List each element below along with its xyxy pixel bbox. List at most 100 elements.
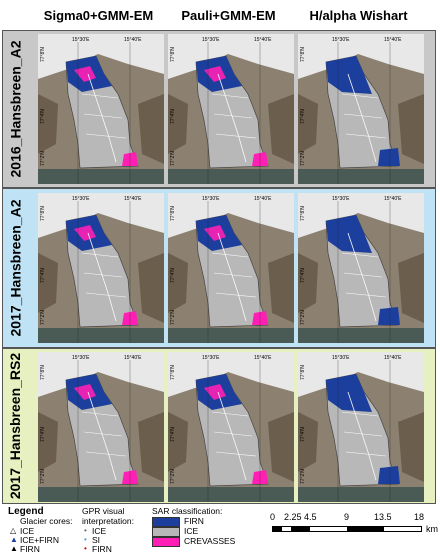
glacier-firn-zone xyxy=(326,215,372,253)
gpr-track-cross xyxy=(211,252,257,298)
crevasse-zone-upper xyxy=(204,384,226,400)
rock-east xyxy=(398,412,424,482)
lat-label-top: 77°8'N xyxy=(300,206,306,221)
gpr-firn-label: FIRN xyxy=(92,544,112,554)
gpr-ice-label: ICE xyxy=(92,526,107,536)
lat-label-bottom: 77°2'N xyxy=(300,469,306,484)
lat-label-top: 77°8'N xyxy=(170,206,176,221)
glacier-firn-zone xyxy=(326,56,372,94)
rock-west xyxy=(168,253,188,313)
firn-zone-terminus xyxy=(378,466,400,484)
rock-west xyxy=(298,412,318,472)
scale-tick-3: 9 xyxy=(344,512,350,522)
gpr-track-cross xyxy=(81,93,127,139)
fjord-water xyxy=(38,487,164,502)
lat-label-top: 77°8'N xyxy=(170,47,176,62)
lat-label-top: 77°8'N xyxy=(40,206,46,221)
row-label-2017-rs2: 2017_Hansbreen_RS2 xyxy=(7,352,23,500)
lat-label-mid: 77°4'N xyxy=(170,427,176,442)
gpr-track-main xyxy=(87,232,117,322)
crevasse-zone-upper xyxy=(204,225,226,241)
crevasse-zone-upper xyxy=(74,384,96,400)
row-label-2016-a2: 2016_Hansbreen_A2 xyxy=(7,40,24,178)
gpr-track-cross xyxy=(211,411,257,457)
lon-label-left: 15°30'E xyxy=(332,37,350,43)
gpr-firn-icon: • xyxy=(84,544,87,553)
crevasse-zone-upper xyxy=(204,66,226,82)
rock-west xyxy=(38,412,58,472)
gpr-si-label: SI xyxy=(92,535,101,545)
gpr-track-main xyxy=(347,232,377,322)
map-panel-2017-a2-halpha: 15°30'E 15°40'E 77°8'N 77°4'N 77°2'N xyxy=(298,193,424,343)
rock-east xyxy=(268,412,294,482)
fjord-water xyxy=(38,169,164,184)
core-ice-firn-icon: ▲ xyxy=(10,535,18,544)
crevasse-zone-upper xyxy=(74,225,96,241)
scale-unit: km xyxy=(426,524,438,534)
scale-bar-graphic xyxy=(272,526,422,532)
lon-label-left: 15°30'E xyxy=(72,355,90,361)
lat-label-mid: 77°4'N xyxy=(40,109,46,124)
gpr-track-main xyxy=(217,391,247,481)
gpr-track-cross xyxy=(341,93,387,139)
gpr-track-main xyxy=(87,391,117,481)
legend: Legend Glacier cores: △ ICE ▲ ICE+FIRN ▲… xyxy=(2,506,438,554)
lat-label-top: 77°8'N xyxy=(300,365,306,380)
column-header-pauli: Pauli+GMM-EM xyxy=(181,8,276,23)
sar-title: SAR classification: xyxy=(152,506,223,516)
rock-west xyxy=(168,94,188,154)
gpr-track-main xyxy=(217,73,247,163)
sar-crevasses-swatch xyxy=(152,537,180,547)
lat-label-bottom: 77°2'N xyxy=(40,469,46,484)
rock-east xyxy=(138,253,164,323)
lat-label-mid: 77°4'N xyxy=(170,109,176,124)
lat-label-mid: 77°4'N xyxy=(40,427,46,442)
lon-label-right: 15°40'E xyxy=(384,196,402,202)
map-panel-2017-a2-pauli: 15°30'E 15°40'E 77°8'N 77°4'N 77°2'N xyxy=(168,193,294,343)
lon-label-left: 15°30'E xyxy=(332,196,350,202)
gpr-track-main xyxy=(347,391,377,481)
fjord-water xyxy=(168,169,294,184)
lat-label-bottom: 77°2'N xyxy=(300,310,306,325)
lat-label-top: 77°8'N xyxy=(300,47,306,62)
lon-label-right: 15°40'E xyxy=(254,355,272,361)
lon-label-right: 15°40'E xyxy=(124,196,142,202)
core-ice-icon: △ xyxy=(10,526,17,535)
rock-west xyxy=(298,94,318,154)
gpr-ice-icon: • xyxy=(84,526,87,535)
firn-zone-terminus xyxy=(378,148,400,166)
lon-label-right: 15°40'E xyxy=(384,37,402,43)
core-firn-label: FIRN xyxy=(20,544,40,554)
gpr-track-main xyxy=(217,232,247,322)
lon-label-right: 15°40'E xyxy=(124,37,142,43)
lat-label-bottom: 77°2'N xyxy=(40,151,46,166)
crevasse-zone-upper xyxy=(74,66,96,82)
row-label-2017-a2: 2017_Hansbreen_A2 xyxy=(7,199,24,337)
map-panel-2017-rs2-sigma0: 15°30'E 15°40'E 77°8'N 77°4'N 77°2'N xyxy=(38,352,164,502)
rock-east xyxy=(398,94,424,164)
lat-label-top: 77°8'N xyxy=(170,365,176,380)
lon-label-right: 15°40'E xyxy=(254,37,272,43)
rock-west xyxy=(38,94,58,154)
sar-ice-label: ICE xyxy=(184,526,199,536)
lat-label-mid: 77°4'N xyxy=(40,268,46,283)
scale-bar: 0 2.25 4.5 9 13.5 18 km xyxy=(268,512,438,548)
gpr-track-cross xyxy=(81,411,127,457)
lat-label-bottom: 77°2'N xyxy=(300,151,306,166)
column-header-sigma0: Sigma0+GMM-EM xyxy=(43,8,154,23)
legend-title: Legend xyxy=(8,506,44,517)
map-panel-2016-a2-halpha: 15°30'E 15°40'E 77°8'N 77°4'N 77°2'N xyxy=(298,34,424,184)
fjord-water xyxy=(168,487,294,502)
rock-east xyxy=(398,253,424,323)
scale-tick-4: 13.5 xyxy=(374,512,392,522)
map-panel-2017-a2-sigma0: 15°30'E 15°40'E 77°8'N 77°4'N 77°2'N xyxy=(38,193,164,343)
map-panel-2016-a2-sigma0: 15°30'E 15°40'E 77°8'N 77°4'N 77°2'N xyxy=(38,34,164,184)
map-panel-2017-rs2-halpha: 15°30'E 15°40'E 77°8'N 77°4'N 77°2'N xyxy=(298,352,424,502)
lon-label-left: 15°30'E xyxy=(202,355,220,361)
map-panel-2016-a2-pauli: 15°30'E 15°40'E 77°8'N 77°4'N 77°2'N xyxy=(168,34,294,184)
firn-zone-terminus xyxy=(378,307,400,325)
glacier-cores-title: Glacier cores: xyxy=(20,516,73,526)
sar-firn-swatch xyxy=(152,517,180,527)
lat-label-bottom: 77°2'N xyxy=(170,151,176,166)
rock-east xyxy=(138,94,164,164)
